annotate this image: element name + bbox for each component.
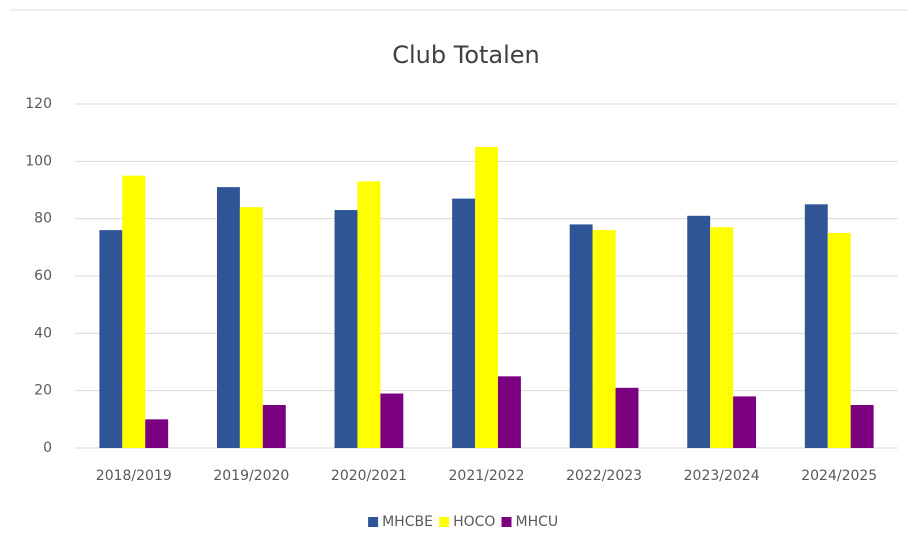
y-tick-label: 60 bbox=[34, 268, 52, 284]
bar bbox=[334, 210, 358, 448]
bar bbox=[592, 230, 616, 448]
x-tick-label: 2018/2019 bbox=[96, 468, 172, 484]
legend-label: MHCBE bbox=[382, 514, 433, 530]
x-tick-label: 2020/2021 bbox=[331, 468, 407, 484]
bar bbox=[497, 376, 521, 448]
bar bbox=[122, 175, 146, 448]
y-tick-label: 40 bbox=[34, 325, 52, 341]
y-tick-label: 100 bbox=[25, 153, 52, 169]
x-tick-label: 2022/2023 bbox=[566, 468, 642, 484]
bar bbox=[357, 181, 381, 448]
x-tick-label: 2023/2024 bbox=[684, 468, 760, 484]
x-tick-label: 2024/2025 bbox=[801, 468, 877, 484]
bar bbox=[804, 204, 828, 448]
bar bbox=[262, 405, 286, 448]
legend-swatch bbox=[439, 517, 450, 527]
bar bbox=[569, 224, 593, 448]
bar bbox=[827, 233, 851, 448]
bar bbox=[99, 230, 123, 448]
legend-swatch bbox=[368, 517, 379, 527]
bar bbox=[733, 396, 757, 448]
bar bbox=[145, 419, 169, 448]
bar bbox=[216, 187, 240, 448]
bar bbox=[452, 198, 476, 448]
y-tick-label: 20 bbox=[34, 383, 52, 399]
bar bbox=[239, 207, 263, 448]
x-tick-label: 2019/2020 bbox=[213, 468, 289, 484]
legend-label: MHCU bbox=[516, 514, 559, 530]
bar bbox=[710, 227, 734, 448]
bar bbox=[475, 147, 498, 448]
bar bbox=[687, 215, 711, 448]
bar bbox=[615, 387, 639, 448]
chart-title: Club Totalen bbox=[392, 41, 540, 69]
legend-label: HOCO bbox=[453, 514, 495, 530]
y-tick-label: 80 bbox=[34, 211, 52, 227]
bar bbox=[380, 393, 404, 448]
legend-swatch bbox=[501, 517, 512, 527]
bar bbox=[850, 405, 874, 448]
x-tick-label: 2021/2022 bbox=[449, 468, 525, 484]
y-tick-label: 120 bbox=[25, 96, 52, 112]
y-tick-label: 0 bbox=[43, 440, 52, 456]
